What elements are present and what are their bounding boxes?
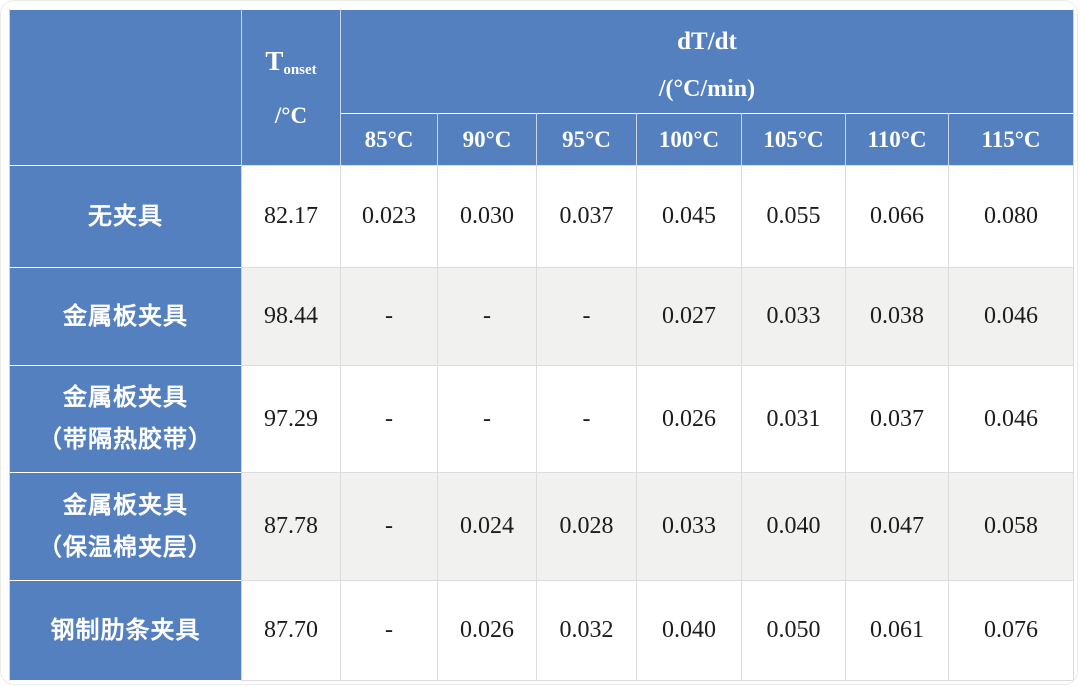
- value-cell: 0.037: [536, 165, 637, 268]
- value-cell: -: [437, 365, 537, 473]
- row-sublabel-text: （带隔热胶带）: [38, 426, 213, 453]
- value-cell: 0.050: [741, 580, 846, 681]
- dtdt-label: dT/dt: [677, 27, 737, 55]
- value-cell: 0.031: [741, 365, 846, 473]
- value-cell: 0.046: [947, 267, 1075, 366]
- table-row: 无夹具 82.17 0.023 0.030 0.037 0.045 0.055 …: [9, 165, 1075, 268]
- row-label-no-fixture: 无夹具: [9, 165, 242, 268]
- temp-header-95c: 95°C: [536, 113, 637, 166]
- value-cell: 0.066: [845, 165, 949, 268]
- value-cell: 0.055: [741, 165, 846, 268]
- value-cell: -: [536, 267, 637, 366]
- dtdt-unit: /(°C/min): [658, 75, 756, 102]
- tonset-value: 87.70: [241, 580, 341, 681]
- row-label-text: 无夹具: [88, 202, 163, 230]
- row-label-metal-plate-heat-tape: 金属板夹具 （带隔热胶带）: [9, 365, 242, 473]
- row-label-text: 钢制肋条夹具: [50, 616, 201, 644]
- value-cell: -: [437, 267, 537, 366]
- value-cell: 0.047: [845, 472, 949, 581]
- value-cell: 0.028: [536, 472, 637, 581]
- value-cell: 0.033: [741, 267, 846, 366]
- tonset-value: 98.44: [241, 267, 341, 366]
- value-cell: 0.045: [636, 165, 742, 268]
- dtdt-group-header: dT/dt /(°C/min): [339, 9, 1075, 114]
- value-cell: 0.040: [741, 472, 846, 581]
- value-cell: 0.046: [947, 365, 1075, 473]
- value-cell: 0.027: [636, 267, 742, 366]
- tonset-column-header: Tonset /°C: [241, 9, 341, 166]
- value-cell: -: [340, 365, 438, 473]
- value-cell: 0.061: [845, 580, 949, 681]
- table-row: 金属板夹具 （带隔热胶带） 97.29 - - - 0.026 0.031 0.…: [9, 365, 1075, 473]
- value-cell: 0.040: [636, 580, 742, 681]
- value-cell: 0.024: [437, 472, 537, 581]
- thermal-data-table: Tonset /°C dT/dt /(°C/min) 85°C 90°C 95°…: [9, 9, 1075, 681]
- value-cell: 0.080: [947, 165, 1075, 268]
- value-cell: -: [536, 365, 637, 473]
- table-row: 金属板夹具 （保温棉夹层） 87.78 - 0.024 0.028 0.033 …: [9, 472, 1075, 581]
- tonset-subscript: onset: [283, 62, 317, 78]
- temp-header-105c: 105°C: [741, 113, 846, 166]
- temp-header-90c: 90°C: [437, 113, 537, 166]
- row-label-text: 金属板夹具: [63, 491, 188, 519]
- tonset-value: 82.17: [241, 165, 341, 268]
- tonset-symbol: Tonset: [265, 46, 317, 78]
- temp-header-100c: 100°C: [636, 113, 742, 166]
- temp-header-110c: 110°C: [845, 113, 949, 166]
- value-cell: -: [340, 267, 438, 366]
- value-cell: -: [340, 472, 438, 581]
- row-label-metal-plate: 金属板夹具: [9, 267, 242, 366]
- value-cell: -: [340, 580, 438, 681]
- tonset-value: 87.78: [241, 472, 341, 581]
- value-cell: 0.058: [947, 472, 1075, 581]
- tonset-unit: /°C: [274, 103, 308, 128]
- tonset-value: 97.29: [241, 365, 341, 473]
- value-cell: 0.030: [437, 165, 537, 268]
- value-cell: 0.037: [845, 365, 949, 473]
- row-sublabel-text: （保温棉夹层）: [38, 533, 213, 561]
- value-cell: 0.023: [340, 165, 438, 268]
- row-label-metal-plate-insulation: 金属板夹具 （保温棉夹层）: [9, 472, 242, 581]
- value-cell: 0.026: [437, 580, 537, 681]
- table-row: 钢制肋条夹具 87.70 - 0.026 0.032 0.040 0.050 0…: [9, 580, 1075, 681]
- temp-header-115c: 115°C: [947, 113, 1075, 166]
- value-cell: 0.033: [636, 472, 742, 581]
- table-row: 金属板夹具 98.44 - - - 0.027 0.033 0.038 0.04…: [9, 267, 1075, 366]
- header-corner-cell: [9, 9, 242, 166]
- temp-header-85c: 85°C: [340, 113, 438, 166]
- row-label-text: 金属板夹具: [63, 384, 188, 411]
- value-cell: 0.076: [947, 580, 1075, 681]
- row-label-steel-rib: 钢制肋条夹具: [9, 580, 242, 681]
- row-label-text: 金属板夹具: [63, 302, 188, 330]
- value-cell: 0.032: [536, 580, 637, 681]
- value-cell: 0.026: [636, 365, 742, 473]
- value-cell: 0.038: [845, 267, 949, 366]
